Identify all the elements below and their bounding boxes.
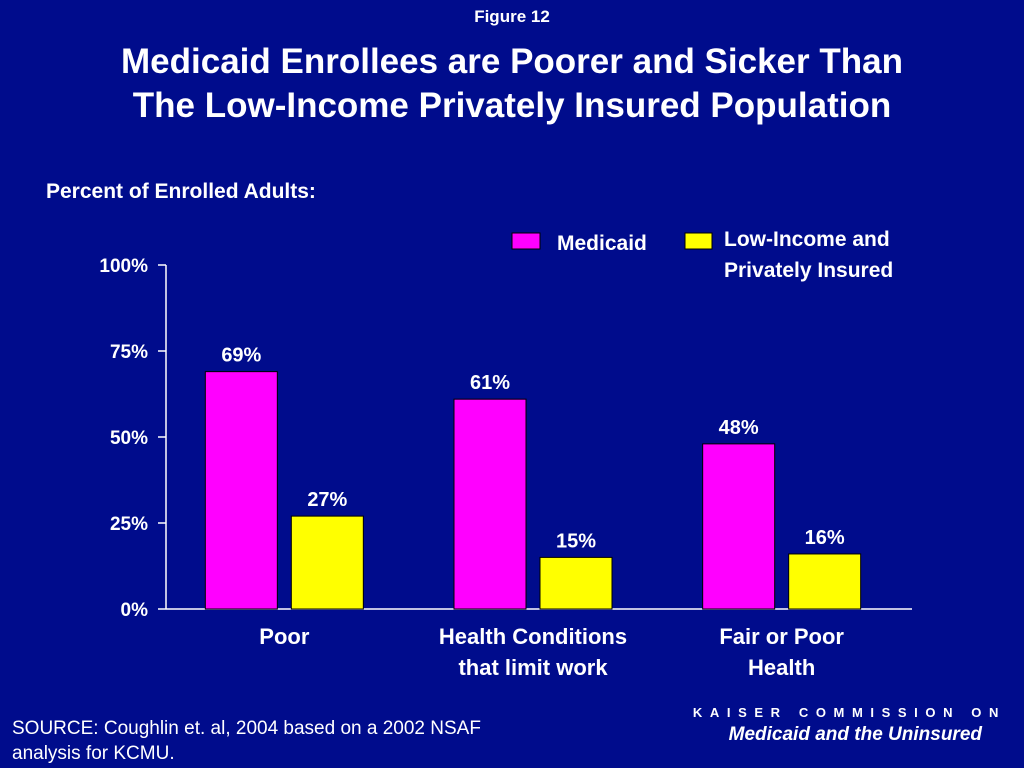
data-label-private: 27% (307, 489, 347, 511)
legend-label-private: Privately Insured (724, 259, 893, 282)
chart-subtitle: Percent of Enrolled Adults: (46, 180, 316, 203)
data-label-medicaid: 69% (221, 345, 261, 367)
legend-swatch-private (684, 232, 713, 250)
bar-medicaid (453, 398, 527, 610)
data-label-private: 16% (805, 527, 845, 549)
chart-title-line-1: Medicaid Enrollees are Poorer and Sicker… (121, 42, 903, 81)
bar-medicaid (204, 371, 278, 610)
data-label-medicaid: 48% (719, 417, 759, 439)
bar-private (539, 556, 613, 610)
chart-title: Medicaid Enrollees are Poorer and Sicker… (0, 40, 1024, 128)
source-line-2: analysis for KCMU. (12, 743, 175, 764)
x-tick-label: Health (748, 655, 815, 680)
x-tick-label: Poor (259, 624, 310, 649)
legend-label-medicaid: Medicaid (557, 232, 647, 255)
y-tick-label: 75% (110, 342, 148, 363)
data-label-private: 15% (556, 530, 596, 552)
source-note: SOURCE: Coughlin et. al, 2004 based on a… (12, 716, 612, 766)
source-line-1: SOURCE: Coughlin et. al, 2004 based on a… (12, 718, 481, 739)
kcmu-logo-line-1: KAISER COMMISSION ON (692, 705, 1006, 720)
y-tick-label: 25% (110, 514, 148, 535)
kcmu-logo-line-2: Medicaid and the Uninsured (728, 724, 982, 745)
y-tick-label: 50% (110, 428, 148, 449)
x-tick-label: Health Conditions (439, 624, 627, 649)
legend-label-private: Low-Income and (724, 228, 890, 251)
y-tick-label: 0% (121, 600, 149, 621)
figure-label: Figure 12 (474, 7, 550, 26)
data-label-medicaid: 61% (470, 372, 510, 394)
bar-medicaid (702, 443, 776, 610)
x-tick-label: that limit work (458, 655, 608, 680)
bar-private (788, 553, 862, 610)
chart-title-line-2: The Low-Income Privately Insured Populat… (132, 86, 892, 125)
x-tick-label: Fair or Poor (719, 624, 844, 649)
legend-swatch-medicaid (511, 232, 541, 250)
bar-private (290, 515, 364, 610)
y-tick-label: 100% (99, 256, 148, 277)
